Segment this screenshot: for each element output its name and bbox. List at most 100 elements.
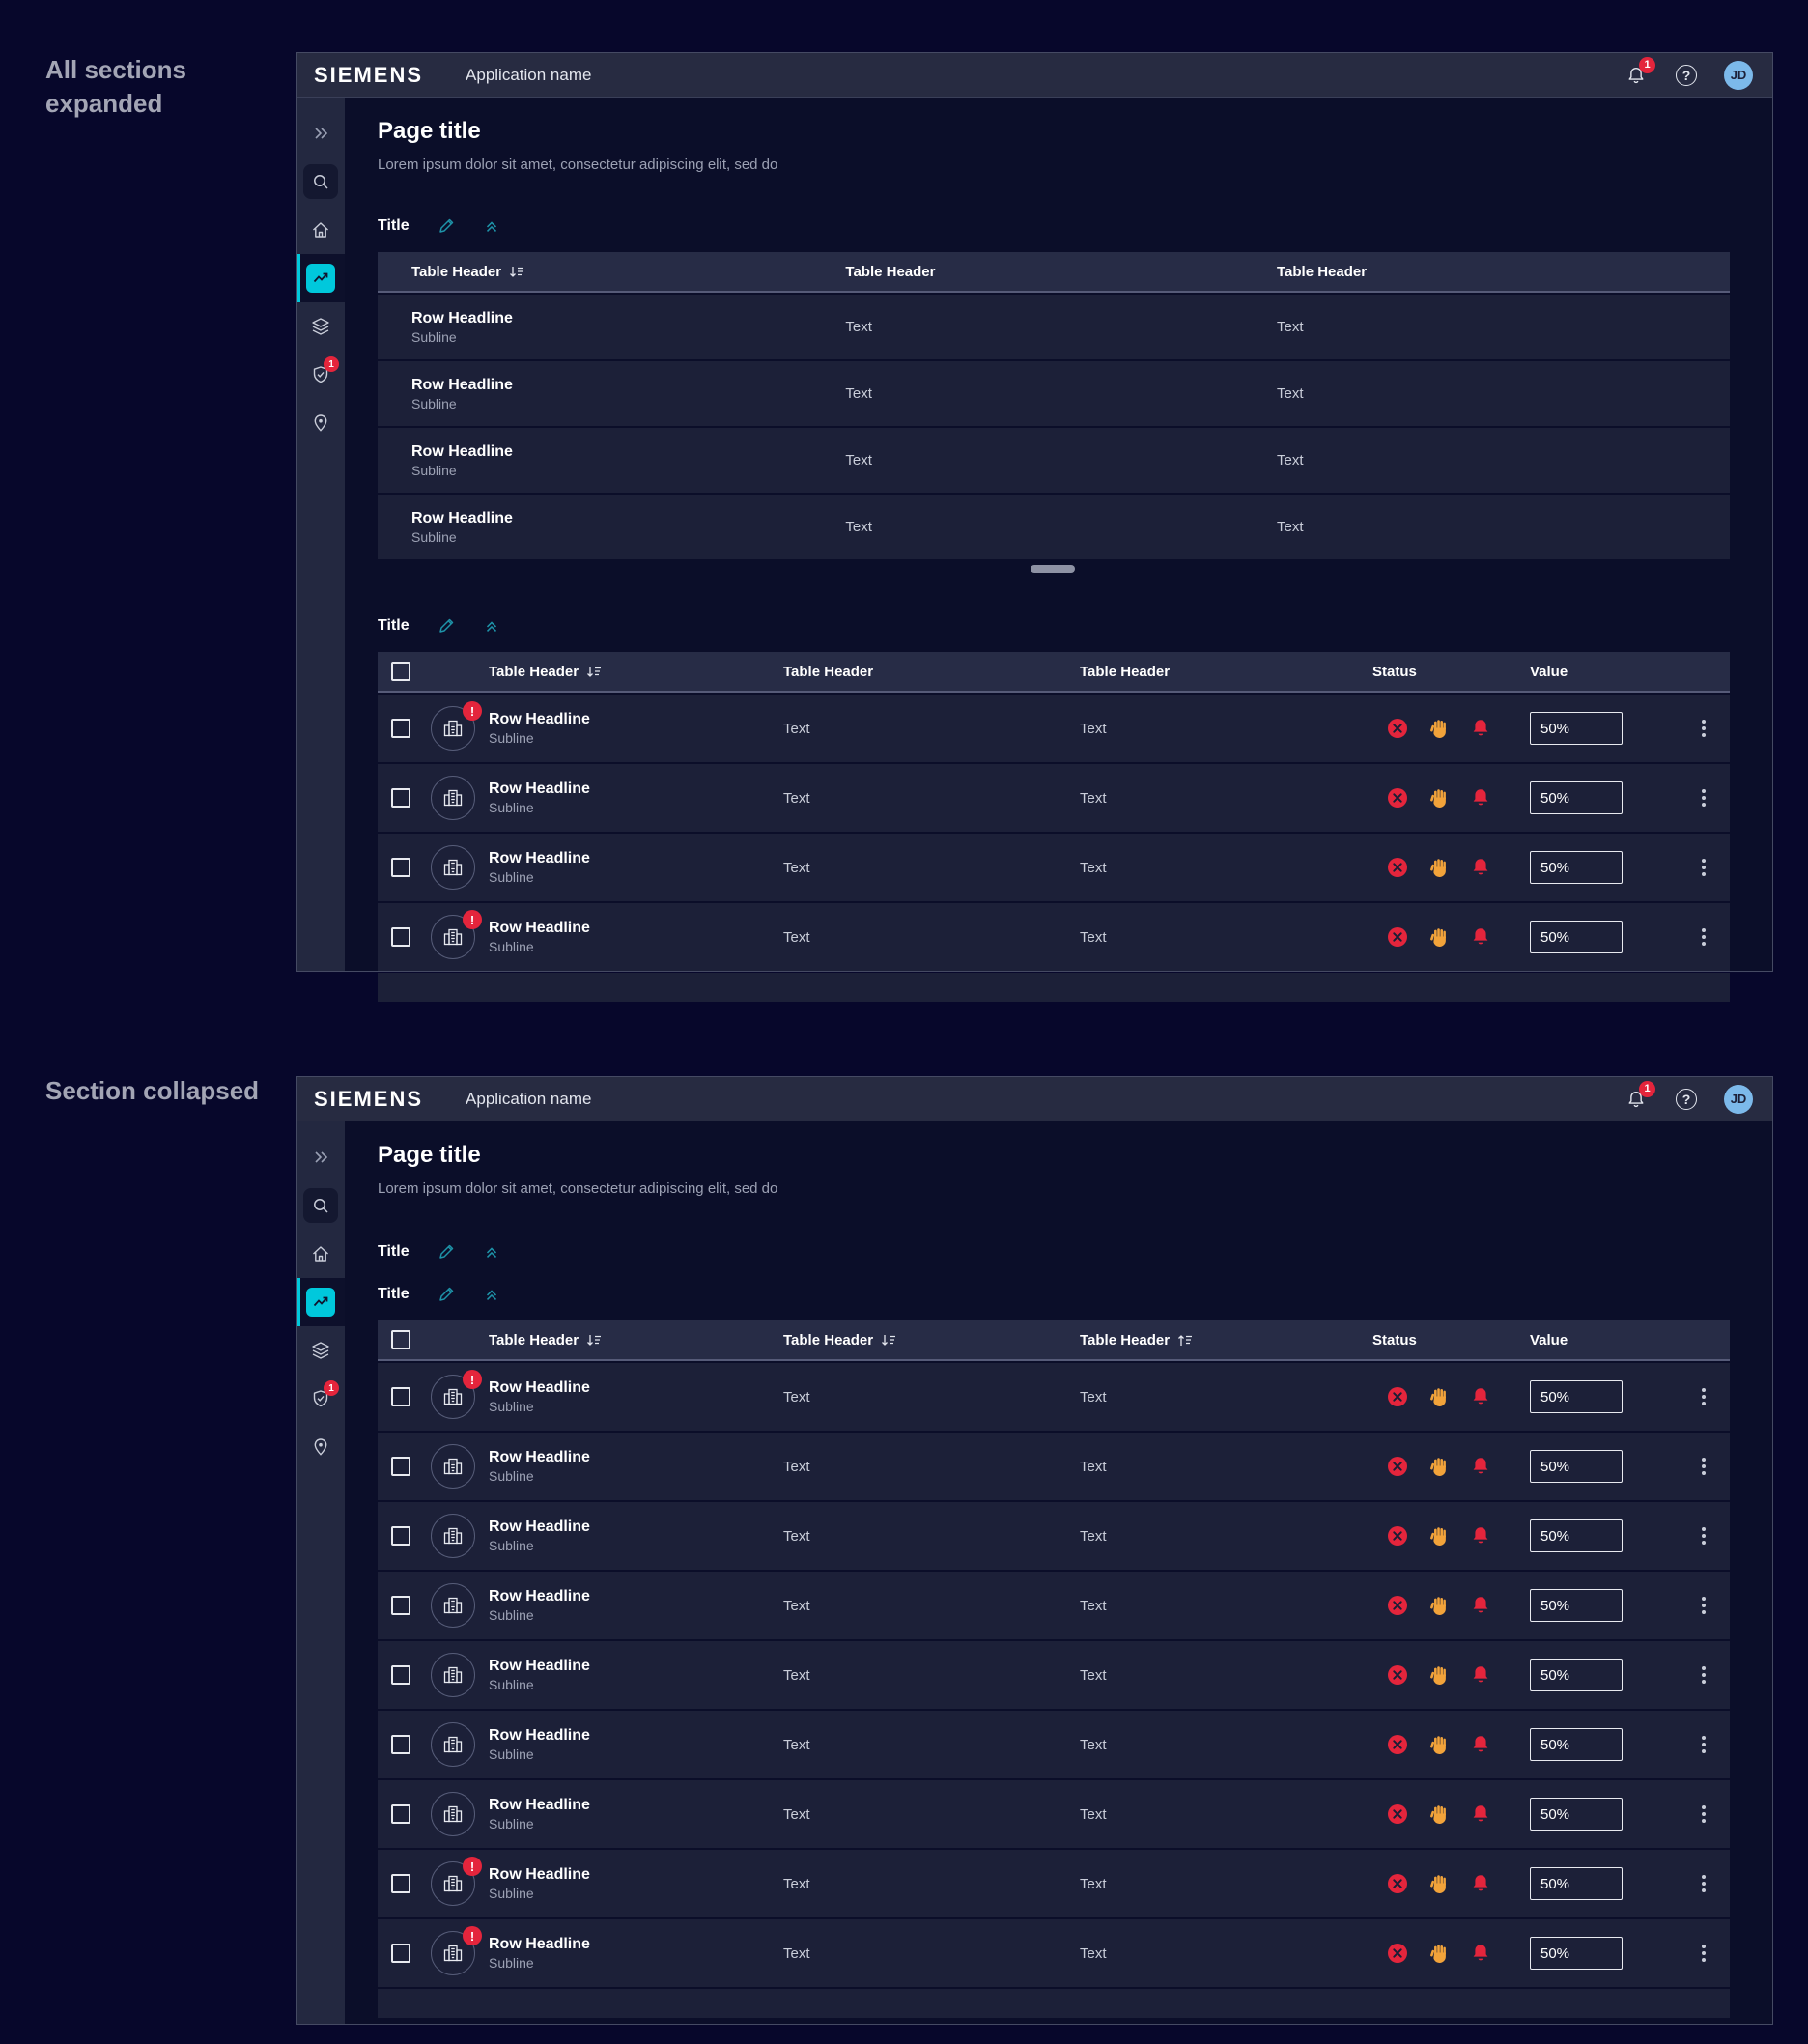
row-checkbox[interactable]	[391, 858, 410, 877]
table-row[interactable]: ! Row Headline Subline Text Text	[378, 1780, 1730, 1848]
table-row[interactable]: Row Headline Subline Text Text	[378, 295, 1730, 359]
value-input[interactable]	[1530, 712, 1623, 745]
value-input[interactable]	[1530, 1867, 1623, 1900]
notifications-button[interactable]: 1	[1624, 56, 1655, 88]
row-checkbox[interactable]	[391, 1874, 410, 1893]
select-all-checkbox[interactable]	[391, 1330, 410, 1349]
value-input[interactable]	[1530, 1380, 1623, 1413]
user-avatar[interactable]: JD	[1724, 1084, 1753, 1114]
edit-section-button[interactable]	[437, 1242, 456, 1262]
value-input[interactable]	[1530, 1798, 1623, 1831]
table-row[interactable]: ! Row Headline Subline Text Text	[378, 1711, 1730, 1778]
row-checkbox[interactable]	[391, 1665, 410, 1685]
sidebar-collapse-button[interactable]	[297, 109, 345, 157]
kebab-menu-icon[interactable]	[1689, 1875, 1718, 1892]
sidebar-item-search[interactable]	[297, 157, 345, 206]
notifications-button[interactable]: 1	[1624, 1080, 1655, 1112]
sidebar-item-home[interactable]	[297, 206, 345, 254]
value-column-header[interactable]: Value	[1530, 664, 1677, 680]
kebab-menu-icon[interactable]	[1689, 1736, 1718, 1753]
edit-section-button[interactable]	[437, 216, 456, 236]
collapse-section-button[interactable]	[483, 1286, 500, 1303]
sidebar-item-home[interactable]	[297, 1230, 345, 1278]
column-header[interactable]: Table Header	[845, 264, 1277, 280]
row-checkbox[interactable]	[391, 1735, 410, 1754]
table-row[interactable]: Row Headline Subline Text Text	[378, 361, 1730, 426]
sidebar-item-monitoring-active[interactable]	[297, 1278, 345, 1326]
kebab-menu-icon[interactable]	[1689, 1458, 1718, 1475]
row-checkbox[interactable]	[391, 1944, 410, 1963]
table-row[interactable]: ! Row Headline Subline Text Text	[378, 1363, 1730, 1431]
select-all-checkbox[interactable]	[391, 662, 410, 681]
value-input[interactable]	[1530, 1519, 1623, 1552]
row-checkbox[interactable]	[391, 719, 410, 738]
expand-section-button[interactable]	[483, 1243, 500, 1261]
sidebar-item-locations[interactable]	[297, 399, 345, 447]
sidebar-item-search[interactable]	[297, 1181, 345, 1230]
status-column-header[interactable]: Status	[1372, 664, 1530, 680]
kebab-menu-icon[interactable]	[1689, 1527, 1718, 1545]
sidebar-collapse-button[interactable]	[297, 1133, 345, 1181]
column-header-sortable[interactable]: Table Header	[428, 664, 783, 680]
table-row[interactable]: Row Headline Subline Text Text	[378, 495, 1730, 559]
edit-section-button[interactable]	[437, 1285, 456, 1304]
table-row[interactable]: ! Row Headline Subline Text Text	[378, 695, 1730, 762]
column-header[interactable]: Table Header	[783, 664, 1080, 680]
value-input[interactable]	[1530, 921, 1623, 953]
value-input[interactable]	[1530, 851, 1623, 884]
sidebar-item-locations[interactable]	[297, 1423, 345, 1471]
row-checkbox[interactable]	[391, 927, 410, 947]
sidebar-item-security[interactable]: 1	[297, 1375, 345, 1423]
value-column-header[interactable]: Value	[1530, 1332, 1677, 1348]
help-button[interactable]: ?	[1674, 1087, 1699, 1112]
column-header-sortable[interactable]: Table Header	[428, 1332, 783, 1348]
kebab-menu-icon[interactable]	[1689, 720, 1718, 737]
sidebar-item-monitoring-active[interactable]	[297, 254, 345, 302]
value-input[interactable]	[1530, 1659, 1623, 1691]
column-header-sortable[interactable]: Table Header	[378, 264, 845, 280]
table-row[interactable]: ! Row Headline Subline Text Text	[378, 1641, 1730, 1709]
column-header[interactable]: Table Header	[1277, 264, 1730, 280]
edit-section-button[interactable]	[437, 616, 456, 636]
row-checkbox[interactable]	[391, 1526, 410, 1546]
column-header[interactable]: Table Header	[1080, 664, 1372, 680]
table-row[interactable]: ! Row Headline Subline Text Text	[378, 834, 1730, 901]
table-row[interactable]: ! Row Headline Subline Text Text	[378, 764, 1730, 832]
table-row[interactable]: ! Row Headline Subline Text Text	[378, 1502, 1730, 1570]
row-checkbox[interactable]	[391, 1596, 410, 1615]
user-avatar[interactable]: JD	[1724, 60, 1753, 90]
kebab-menu-icon[interactable]	[1689, 789, 1718, 807]
kebab-menu-icon[interactable]	[1689, 859, 1718, 876]
collapse-section-button[interactable]	[483, 217, 500, 235]
table-row[interactable]: Row Headline Subline Text Text	[378, 428, 1730, 493]
kebab-menu-icon[interactable]	[1689, 1597, 1718, 1614]
row-checkbox[interactable]	[391, 788, 410, 808]
table-row[interactable]: ! Row Headline Subline Text Text	[378, 903, 1730, 971]
column-header-sortable[interactable]: Table Header	[783, 1332, 1080, 1348]
row-checkbox[interactable]	[391, 1387, 410, 1406]
kebab-menu-icon[interactable]	[1689, 1666, 1718, 1684]
sidebar-item-layers[interactable]	[297, 1326, 345, 1375]
value-input[interactable]	[1530, 1728, 1623, 1761]
status-column-header[interactable]: Status	[1372, 1332, 1530, 1348]
kebab-menu-icon[interactable]	[1689, 1388, 1718, 1405]
value-input[interactable]	[1530, 1450, 1623, 1483]
kebab-menu-icon[interactable]	[1689, 1805, 1718, 1823]
collapse-section-button[interactable]	[483, 617, 500, 635]
value-input[interactable]	[1530, 781, 1623, 814]
sidebar-item-security[interactable]: 1	[297, 351, 345, 399]
resize-drag-handle[interactable]	[1031, 565, 1075, 573]
kebab-menu-icon[interactable]	[1689, 928, 1718, 946]
column-header-sortable[interactable]: Table Header	[1080, 1332, 1372, 1348]
table-row[interactable]: ! Row Headline Subline Text Text	[378, 1433, 1730, 1500]
value-input[interactable]	[1530, 1937, 1623, 1970]
value-input[interactable]	[1530, 1589, 1623, 1622]
sidebar-item-layers[interactable]	[297, 302, 345, 351]
row-checkbox[interactable]	[391, 1457, 410, 1476]
kebab-menu-icon[interactable]	[1689, 1945, 1718, 1962]
table-row[interactable]: ! Row Headline Subline Text Text	[378, 1850, 1730, 1917]
table-row[interactable]: ! Row Headline Subline Text Text	[378, 1572, 1730, 1639]
help-button[interactable]: ?	[1674, 63, 1699, 88]
row-checkbox[interactable]	[391, 1804, 410, 1824]
table-row[interactable]: ! Row Headline Subline Text Text	[378, 1919, 1730, 1987]
